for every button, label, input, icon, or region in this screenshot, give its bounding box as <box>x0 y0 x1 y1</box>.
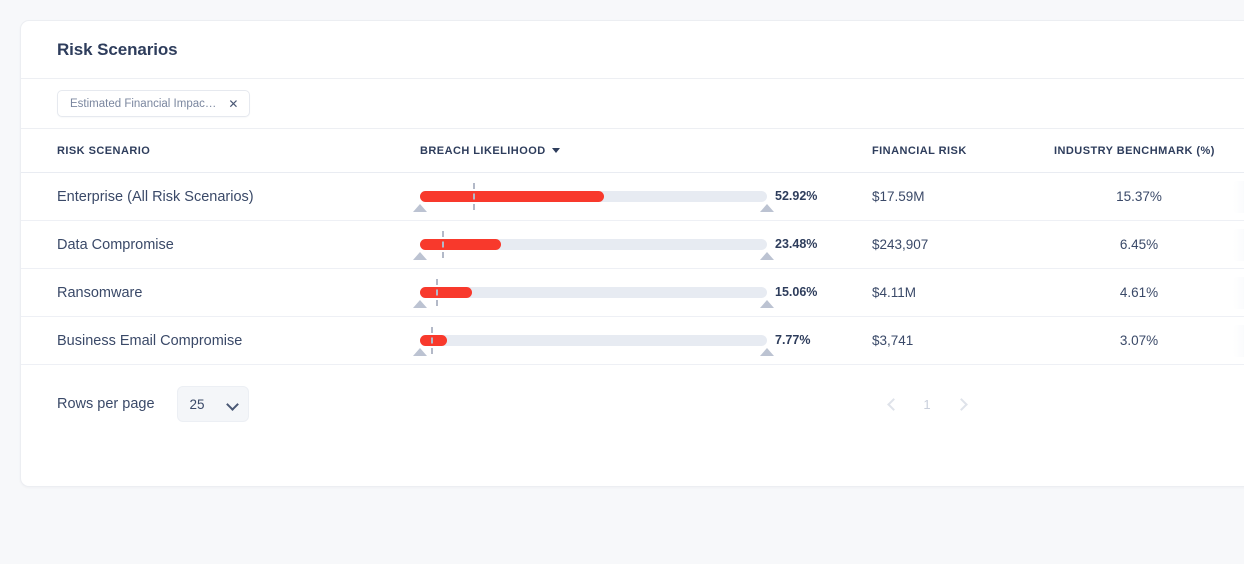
gauge-fill <box>420 238 502 250</box>
filter-bar: Estimated Financial Impac… ✕ <box>21 79 1244 129</box>
gauge-start-marker-icon <box>413 251 427 260</box>
cell-risk-scenario: Data Compromise <box>57 236 174 253</box>
gauge-fill <box>420 286 473 298</box>
card-header: Risk Scenarios <box>21 21 1244 79</box>
industry-benchmark-marker <box>435 278 438 306</box>
cell-risk-scenario: Business Email Compromise <box>57 332 243 349</box>
risk-scenarios-card: Risk Scenarios Estimated Financial Impac… <box>20 20 1244 487</box>
cell-industry-benchmark: 15.37% <box>1116 189 1162 204</box>
page-title: Risk Scenarios <box>57 39 178 59</box>
cell-financial-risk: $4.11M <box>872 285 917 300</box>
table-row[interactable]: Business Email Compromise 7.77% $3,741 3… <box>21 317 1244 365</box>
pagination-next-button[interactable] <box>944 387 978 421</box>
industry-benchmark-marker <box>442 230 445 258</box>
caret-down-icon[interactable] <box>551 148 560 153</box>
pagination-page-1[interactable]: 1 <box>923 396 931 412</box>
rows-per-page-value: 25 <box>189 396 205 412</box>
column-header-label: INDUSTRY BENCHMARK (%) <box>1054 144 1215 157</box>
risk-scenarios-table: RISK SCENARIO BREACH LIKELIHOOD FINANCIA… <box>21 129 1244 365</box>
table-row[interactable]: Data Compromise 23.48% $243,907 6.45% <box>21 221 1244 269</box>
row-action-button[interactable] <box>1233 229 1244 261</box>
filter-chip-label: Estimated Financial Impac… <box>70 97 217 110</box>
filter-chip-financial-impact[interactable]: Estimated Financial Impac… ✕ <box>57 90 251 117</box>
cell-industry-benchmark: 6.45% <box>1119 237 1159 252</box>
gauge-track <box>420 334 767 346</box>
table-row[interactable]: Ransomware 15.06% $4.11M 4.61% <box>21 269 1244 317</box>
gauge-value-label: 7.77% <box>775 332 811 347</box>
column-header-risk-scenario[interactable]: RISK SCENARIO <box>57 145 420 157</box>
column-header-financial-risk[interactable]: FINANCIAL RISK <box>872 145 1054 157</box>
column-header-breach-likelihood[interactable]: BREACH LIKELIHOOD <box>420 145 872 157</box>
chevron-left-icon <box>886 397 900 411</box>
row-action-button[interactable] <box>1233 325 1244 357</box>
chevron-right-icon <box>954 397 968 411</box>
cell-industry-benchmark: 4.61% <box>1119 285 1159 300</box>
cell-financial-risk: $17.59M <box>872 189 925 204</box>
gauge-value-label: 23.48% <box>775 236 818 251</box>
table-row[interactable]: Enterprise (All Risk Scenarios) 52.92% $… <box>21 173 1244 221</box>
column-header-label: FINANCIAL RISK <box>872 144 967 157</box>
cell-risk-scenario: Ransomware <box>57 284 143 301</box>
cell-industry-benchmark: 3.07% <box>1119 333 1159 348</box>
gauge-start-marker-icon <box>413 299 427 308</box>
breach-likelihood-gauge: 52.92% <box>413 173 872 221</box>
rows-per-page-label: Rows per page <box>57 396 155 412</box>
industry-benchmark-marker <box>473 182 476 210</box>
pagination: 1 <box>876 387 978 421</box>
rows-per-page-select[interactable]: 25 <box>176 386 249 422</box>
column-header-label: RISK SCENARIO <box>57 144 151 157</box>
row-action-button[interactable] <box>1233 277 1244 309</box>
gauge-end-marker-icon <box>760 347 774 356</box>
gauge-end-marker-icon <box>760 203 774 212</box>
table-header-row: RISK SCENARIO BREACH LIKELIHOOD FINANCIA… <box>21 129 1244 173</box>
gauge-fill <box>420 334 447 346</box>
column-header-label: BREACH LIKELIHOOD <box>420 144 546 157</box>
cell-financial-risk: $3,741 <box>872 333 914 348</box>
gauge-end-marker-icon <box>760 299 774 308</box>
breach-likelihood-gauge: 15.06% <box>413 269 872 317</box>
gauge-fill <box>420 190 604 202</box>
gauge-start-marker-icon <box>413 347 427 356</box>
row-action-button[interactable] <box>1233 181 1244 213</box>
cell-financial-risk: $243,907 <box>872 237 929 252</box>
column-header-industry-benchmark[interactable]: INDUSTRY BENCHMARK (%) <box>1054 145 1224 157</box>
gauge-track <box>420 190 767 202</box>
table-footer: Rows per page 25 1 <box>21 365 1244 443</box>
breach-likelihood-gauge: 23.48% <box>413 221 872 269</box>
cell-risk-scenario: Enterprise (All Risk Scenarios) <box>57 188 254 205</box>
close-icon[interactable]: ✕ <box>228 96 239 111</box>
gauge-value-label: 52.92% <box>775 188 818 203</box>
breach-likelihood-gauge: 7.77% <box>413 317 872 365</box>
industry-benchmark-marker <box>430 326 433 354</box>
gauge-value-label: 15.06% <box>775 284 818 299</box>
gauge-end-marker-icon <box>760 251 774 260</box>
gauge-track <box>420 286 767 298</box>
gauge-track <box>420 238 767 250</box>
gauge-start-marker-icon <box>413 203 427 212</box>
pagination-prev-button[interactable] <box>876 387 910 421</box>
chevron-down-icon <box>225 398 239 411</box>
